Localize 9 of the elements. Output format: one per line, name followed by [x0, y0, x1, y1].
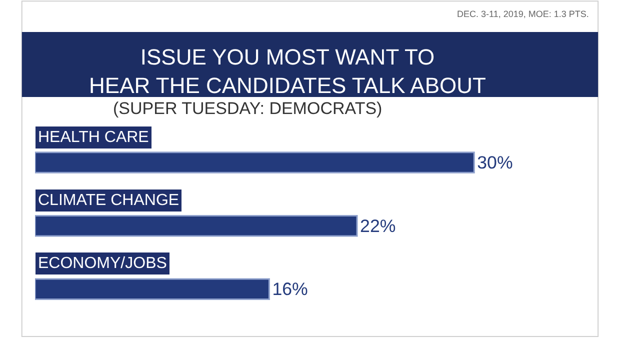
- y-tick-label: CLIMATE CHANGE: [38, 192, 180, 209]
- data-label: 30%: [477, 152, 513, 173]
- y-tick-label: HEALTH CARE: [38, 129, 149, 146]
- data-label: 16%: [272, 279, 308, 300]
- chart-subtitle: (SUPER TUESDAY: DEMOCRATS): [113, 99, 382, 118]
- text: DEC. 3-11, 2019, MOE: 1.3 PTS.: [457, 9, 589, 19]
- data-label: 22%: [360, 216, 396, 236]
- y-tick-label: ECONOMY/JOBS: [38, 255, 167, 272]
- chart-title: ISSUE YOU MOST WANT TO HEAR THE CANDIDATES TALK ABOUT: [89, 44, 486, 98]
